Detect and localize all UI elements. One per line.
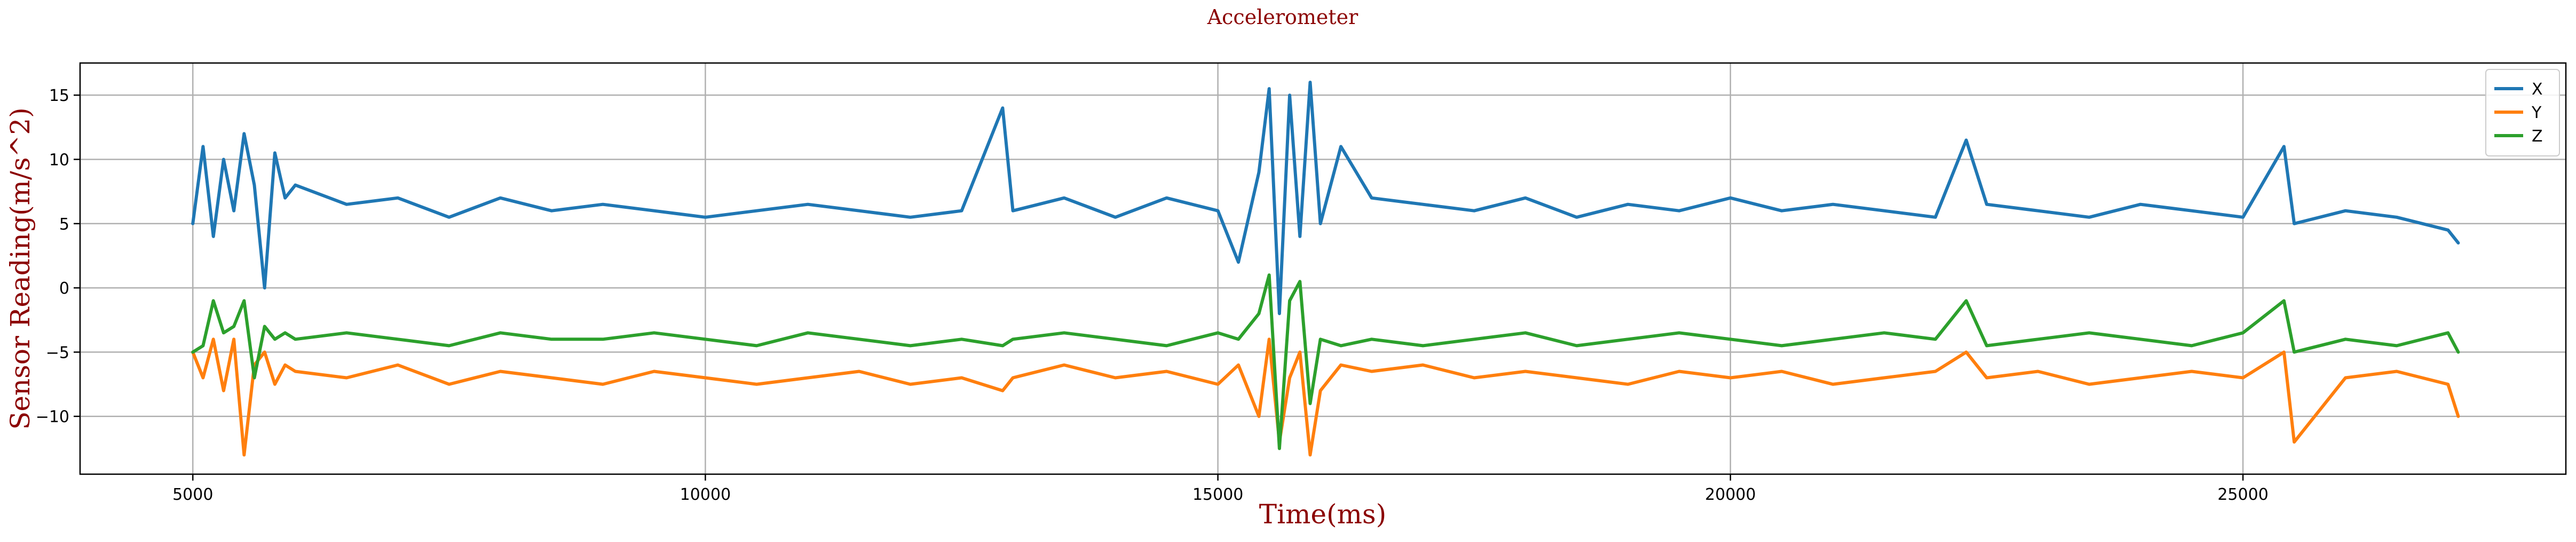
series-line-y [191,337,2460,457]
axis-ticks: 5000 10000 15000 20000 25000 −10 −5 0 5 10 15 [36,87,2269,504]
series-line-z [191,273,2460,450]
x-tick-label: 15000 [1192,485,1243,504]
plot-area-frame [79,62,2567,475]
x-axis-label: Time(ms) [1259,499,1386,530]
y-tick-label: 0 [59,279,69,298]
y-tick-label: 10 [49,151,69,169]
legend: XYZ [2485,69,2560,156]
legend-label-z: Z [2532,127,2543,146]
grid [80,63,2566,474]
x-tick-label: 5000 [172,485,213,504]
y-tick-label: −10 [36,408,69,427]
series-line-x [191,81,2460,316]
x-tick-label: 10000 [680,485,731,504]
legend-label-y: Y [2531,104,2542,122]
y-tick-label: −5 [46,343,69,362]
x-tick-label: 20000 [1705,485,1756,504]
series-lines [191,81,2460,457]
x-tick-label: 25000 [2217,485,2268,504]
legend-label-x: X [2532,80,2543,99]
y-tick-label: 5 [59,215,69,234]
y-axis-label: Sensor Reading(m/s^2) [5,107,36,430]
chart-title: Accelerometer [1207,5,1358,29]
y-tick-label: 15 [49,87,69,105]
